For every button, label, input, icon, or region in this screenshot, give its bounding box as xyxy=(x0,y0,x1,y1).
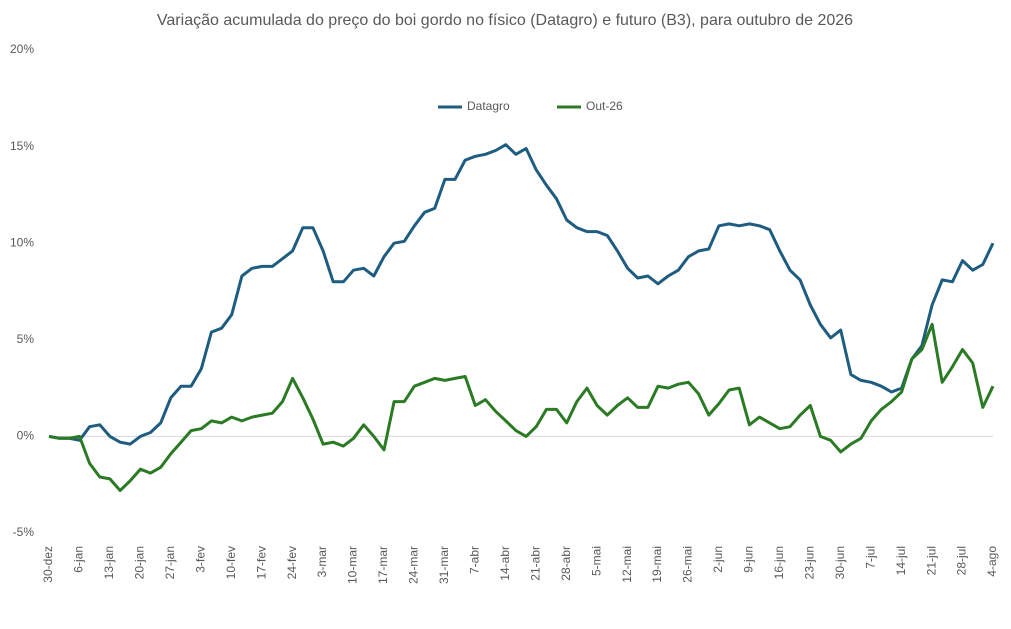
x-tick-label: 12-mai xyxy=(620,546,634,583)
x-tick-label: 21-jul xyxy=(924,546,938,575)
x-tick-label: 30-dez xyxy=(41,546,55,583)
x-tick-label: 28-jul xyxy=(955,546,969,575)
x-tick-label: 21-abr xyxy=(528,546,542,581)
x-tick-label: 23-jun xyxy=(802,546,816,579)
x-tick-label: 26-mai xyxy=(681,546,695,583)
x-tick-label: 27-jan xyxy=(163,546,177,579)
y-tick-label: 20% xyxy=(10,42,34,56)
y-tick-label: 0% xyxy=(17,429,35,443)
series-line xyxy=(48,322,995,492)
x-tick-label: 3-mar xyxy=(315,546,329,577)
x-tick-label: 24-mar xyxy=(407,546,421,584)
x-tick-label: 10-mar xyxy=(346,546,360,584)
x-tick-label: 24-fev xyxy=(285,546,299,579)
x-tick-label: 14-abr xyxy=(498,546,512,581)
x-tick-label: 6-jan xyxy=(72,546,86,573)
x-tick-label: 17-fev xyxy=(254,546,268,579)
y-tick-label: -5% xyxy=(13,525,35,539)
x-tick-label: 30-jun xyxy=(833,546,847,579)
x-tick-label: 16-jun xyxy=(772,546,786,579)
x-tick-label: 17-mar xyxy=(376,546,390,584)
x-tick-label: 13-jan xyxy=(102,546,116,579)
legend-label: Out-26 xyxy=(586,99,623,113)
x-tick-label: 9-jun xyxy=(742,546,756,573)
x-tick-label: 4-ago xyxy=(985,546,999,577)
x-tick-label: 7-abr xyxy=(467,546,481,574)
x-tick-label: 7-jul xyxy=(863,546,877,569)
y-tick-label: 10% xyxy=(10,235,34,249)
legend-label: Datagro xyxy=(467,99,510,113)
y-tick-label: 5% xyxy=(17,332,35,346)
x-tick-label: 14-jul xyxy=(894,546,908,575)
x-tick-label: 20-jan xyxy=(133,546,147,579)
x-tick-label: 5-mai xyxy=(589,546,603,576)
x-tick-label: 3-fev xyxy=(193,546,207,573)
x-tick-label: 31-mar xyxy=(437,546,451,584)
x-tick-label: 10-fev xyxy=(224,546,238,579)
x-tick-label: 19-mai xyxy=(650,546,664,583)
x-tick-label: 2-jun xyxy=(711,546,725,573)
x-tick-label: 28-abr xyxy=(559,546,573,581)
chart-title: Variação acumulada do preço do boi gordo… xyxy=(157,12,853,29)
series-line xyxy=(48,143,995,446)
y-tick-label: 15% xyxy=(10,139,34,153)
